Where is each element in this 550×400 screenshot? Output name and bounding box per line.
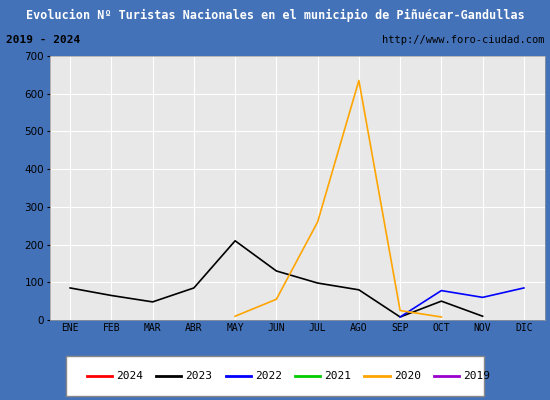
Text: 2023: 2023 <box>185 371 212 381</box>
Text: 2021: 2021 <box>324 371 351 381</box>
Text: 2019: 2019 <box>463 371 490 381</box>
Text: 2020: 2020 <box>394 371 421 381</box>
FancyBboxPatch shape <box>66 356 484 396</box>
Text: http://www.foro-ciudad.com: http://www.foro-ciudad.com <box>382 35 544 45</box>
Text: 2024: 2024 <box>116 371 143 381</box>
Text: 2022: 2022 <box>255 371 282 381</box>
Text: 2019 - 2024: 2019 - 2024 <box>6 35 80 45</box>
Text: Evolucion Nº Turistas Nacionales en el municipio de Piñuécar-Gandullas: Evolucion Nº Turistas Nacionales en el m… <box>26 8 524 22</box>
